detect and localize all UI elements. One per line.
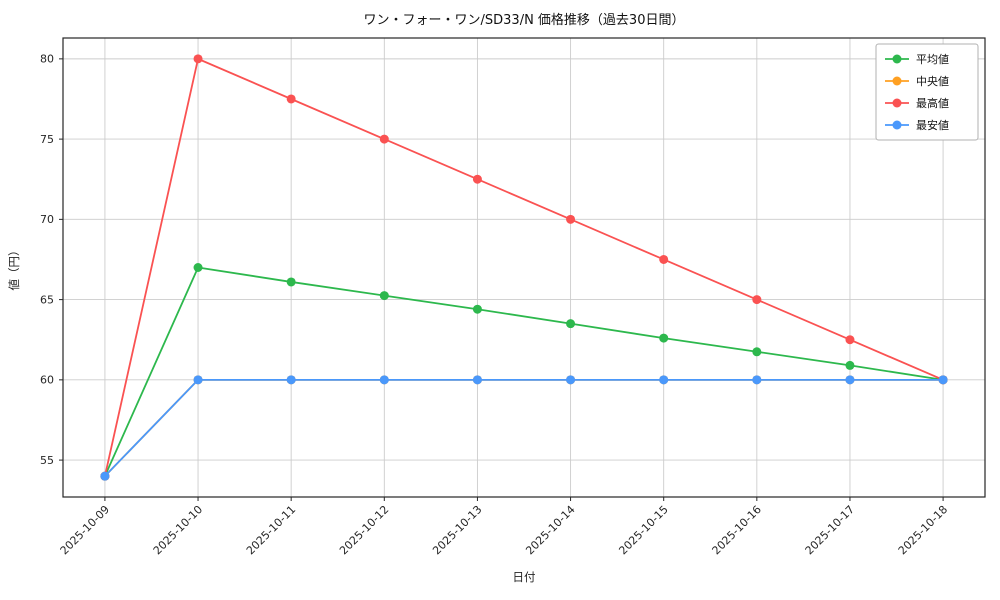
- y-tick-label: 80: [40, 53, 54, 66]
- series-marker-max: [752, 295, 762, 305]
- series-marker-average: [845, 360, 855, 370]
- y-axis-label: 値（円）: [7, 245, 21, 291]
- series-line-average: [104, 266, 944, 477]
- series-marker-max: [472, 174, 482, 184]
- series-marker-average: [752, 347, 762, 357]
- series-marker-min: [845, 375, 855, 385]
- y-tick-label: 75: [40, 133, 54, 146]
- legend-item-median: 中央値: [885, 75, 949, 88]
- legend-marker-average: [892, 54, 902, 64]
- series-marker-min: [286, 375, 296, 385]
- series-line-min: [104, 378, 944, 477]
- series-marker-average: [472, 304, 482, 314]
- y-tick-label: 60: [40, 374, 54, 387]
- legend-label-min: 最安値: [916, 118, 949, 132]
- legend-label-average: 平均値: [916, 53, 949, 66]
- legend-item-average: 平均値: [885, 53, 949, 66]
- plot-border: [62, 37, 986, 498]
- legend-item-max: 最高値: [885, 96, 949, 110]
- legend-marker-max: [892, 98, 902, 108]
- series-marker-max: [193, 54, 203, 64]
- series-marker-average: [566, 319, 576, 329]
- legend-label-median: 中央値: [916, 75, 949, 88]
- series-marker-average: [379, 291, 389, 301]
- legend-marker-min: [892, 120, 902, 130]
- series-marker-min: [379, 375, 389, 385]
- series-min: [100, 375, 948, 481]
- series-marker-max: [286, 94, 296, 104]
- legend-marker-median: [892, 76, 902, 86]
- series-marker-max: [379, 134, 389, 144]
- series-marker-max: [845, 335, 855, 345]
- series-marker-max: [566, 214, 576, 224]
- legend-label-max: 最高値: [916, 96, 949, 110]
- series-marker-min: [100, 471, 110, 481]
- series-marker-min: [472, 375, 482, 385]
- y-tick-label: 70: [40, 213, 54, 226]
- plot-area: [63, 38, 985, 497]
- series-marker-min: [193, 375, 203, 385]
- legend-box: [875, 43, 979, 141]
- series-line-max: [104, 57, 944, 477]
- legend-item-min: 最安値: [885, 118, 949, 132]
- x-axis-label: 日付: [513, 570, 536, 584]
- series-marker-min: [566, 375, 576, 385]
- y-tick-label: 65: [40, 293, 54, 306]
- chart-title: ワン・フォー・ワン/SD33/N 価格推移（過去30日間）: [364, 12, 685, 28]
- series-marker-average: [193, 263, 203, 272]
- series-marker-min: [752, 375, 762, 385]
- series-marker-max: [659, 254, 669, 264]
- series-marker-min: [938, 375, 948, 385]
- series-marker-average: [286, 277, 296, 287]
- y-tick-label: 55: [40, 454, 54, 467]
- series-marker-average: [659, 333, 669, 343]
- series-marker-min: [659, 375, 669, 385]
